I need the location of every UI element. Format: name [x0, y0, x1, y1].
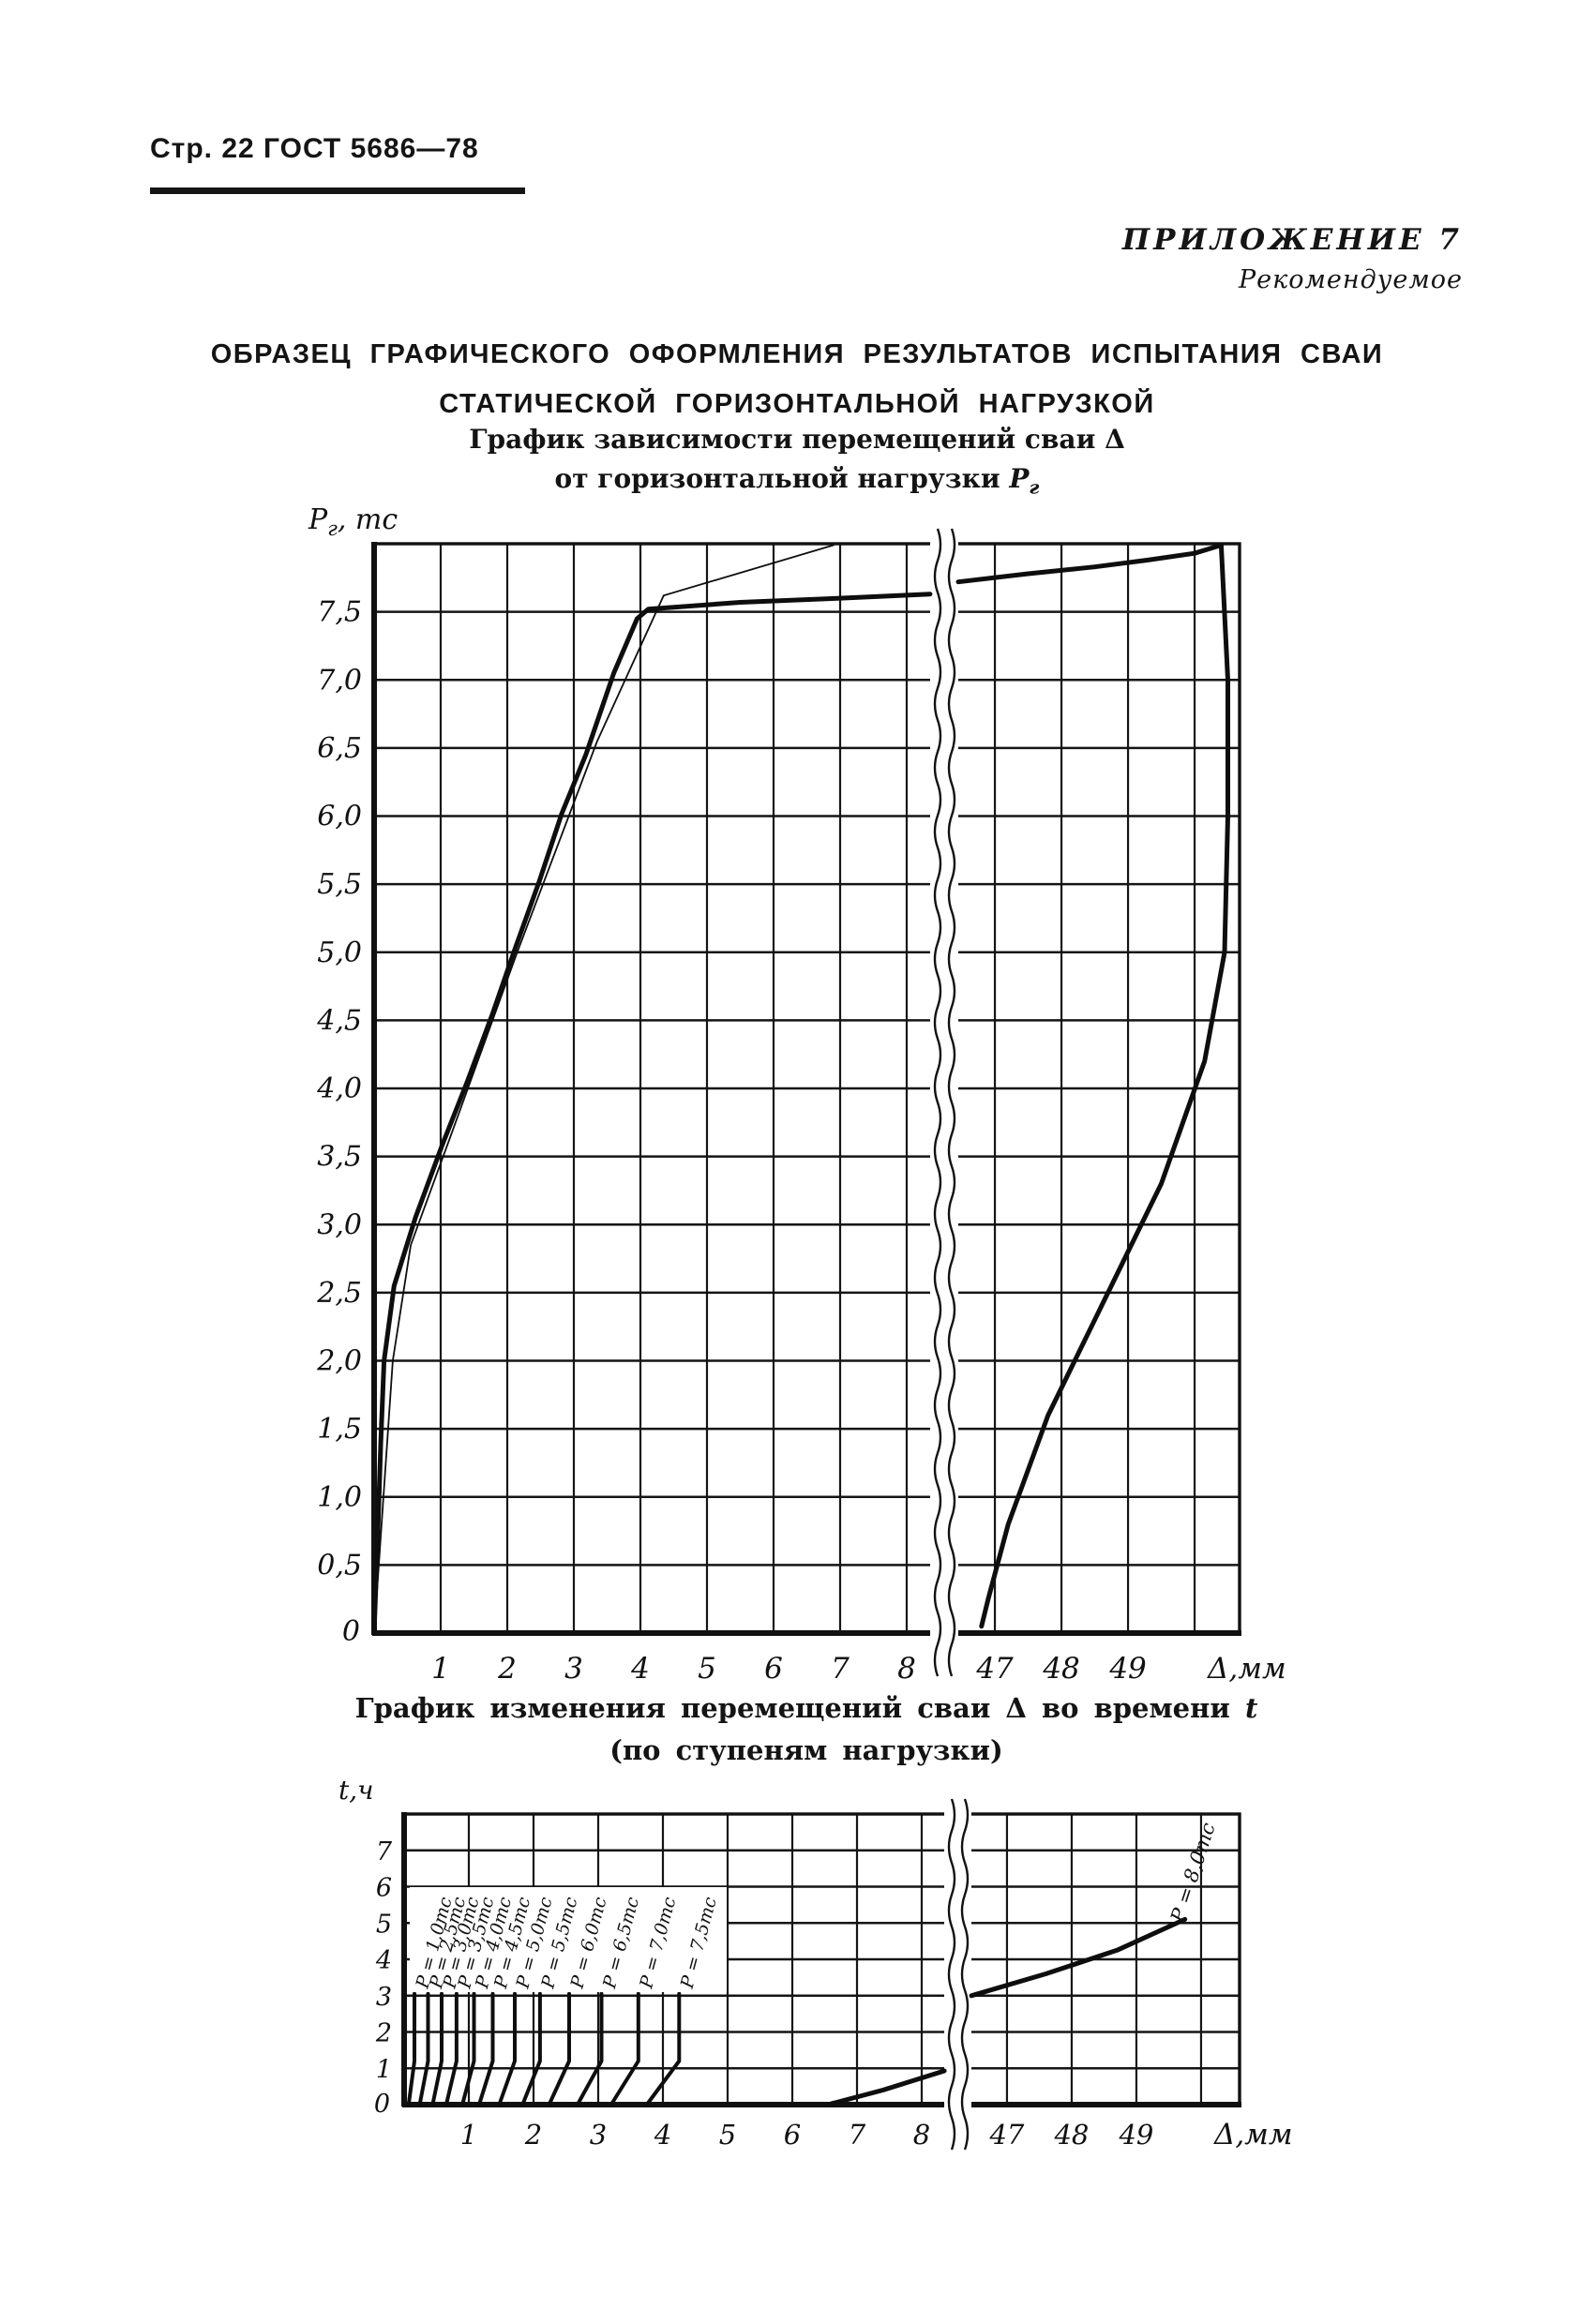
y-axis-title: Рг, тс — [308, 503, 398, 540]
axis-break-wavy-line — [960, 1798, 970, 2151]
y-tick-label: 6,0 — [317, 801, 362, 833]
x-tick-label: 49 — [1108, 1652, 1146, 1686]
data-curve-Р = 7,5тс — [644, 1991, 682, 2107]
x-tick-label: 4 — [630, 1652, 650, 1686]
annex-label: ПРИЛОЖЕНИЕ 7 — [1121, 223, 1463, 257]
data-curve-Р = 4,5тс — [477, 1991, 495, 2107]
data-curve-reference_line — [373, 544, 835, 1634]
data-curve-Р = 3,5тс — [444, 1991, 459, 2107]
origin-label: 0 — [342, 1615, 360, 1648]
page-title-line1: ОБРАЗЕЦ ГРАФИЧЕСКОГО ОФОРМЛЕНИЯ РЕЗУЛЬТА… — [210, 339, 1384, 369]
y-tick-label: 1,5 — [317, 1413, 362, 1446]
x-tick-label: 47 — [975, 1652, 1014, 1686]
x-tick-label: 3 — [564, 1652, 583, 1686]
y-tick-label: 2 — [375, 2019, 392, 2048]
data-curve-Р = 8,0тс — [969, 1916, 1188, 1999]
annex-note: Рекомендуемое — [1238, 265, 1463, 294]
x-axis-unit-label: Δ,мм — [1207, 1652, 1286, 1686]
chart2-caption: График изменения перемещений сваи Δ во в… — [178, 1687, 1435, 1772]
y-tick-label: 6 — [376, 1874, 392, 1903]
y-tick-label: 7,5 — [317, 596, 362, 629]
x-tick-label: 48 — [1042, 1652, 1079, 1686]
chart2-caption-line1: График изменения перемещений сваи Δ во в… — [354, 1692, 1258, 1724]
data-curve-Р = 8,0тс — [825, 2068, 947, 2107]
axis-break-wavy-line — [947, 1798, 956, 2151]
data-curve-Р = 1,0тс — [406, 1991, 416, 2107]
y-tick-label: 7 — [376, 1837, 393, 1867]
y-tick-label: 0,5 — [317, 1549, 362, 1582]
x-tick-label: 1 — [460, 2119, 477, 2151]
data-curve-Р = 5,5тс — [520, 1991, 542, 2107]
header-rule — [150, 187, 525, 194]
page-title: ОБРАЗЕЦ ГРАФИЧЕСКОГО ОФОРМЛЕНИЯ РЕЗУЛЬТА… — [84, 330, 1510, 429]
x-tick-label: 6 — [784, 2119, 801, 2151]
y-tick-label: 3 — [376, 1983, 392, 2012]
x-tick-label: 7 — [849, 2119, 866, 2151]
y-tick-label: 5,0 — [317, 937, 362, 969]
y-tick-label: 3,5 — [317, 1141, 362, 1174]
data-curve-Р = 3,0тс — [430, 1991, 444, 2107]
data-curve-loading_branch — [371, 592, 933, 1636]
data-curve-Р = 4,0тс — [460, 1991, 476, 2107]
x-tick-label: 4 — [654, 2119, 671, 2151]
chart1-caption: График зависимости перемещений сваи Δ от… — [178, 420, 1416, 508]
chart-group: 7,5 7,0 6,5 6,0 5,5 5,0 4,5 4,0 3,5 3,0 2,5 2,0 1,5 1… — [308, 503, 1286, 1686]
x-axis-unit-label: Δ,мм — [1213, 2118, 1293, 2152]
y-tick-label: 1 — [376, 2055, 392, 2084]
data-curve-Р = 2,5тс — [417, 1991, 430, 2107]
x-tick-label: 1 — [431, 1652, 450, 1686]
x-tick-label: 47 — [988, 2119, 1024, 2151]
y-tick-label: 7,0 — [317, 664, 362, 697]
data-curve-Р = 7,0тс — [609, 1991, 640, 2107]
chart2-caption-line2: (по ступеням нагрузки) — [609, 1734, 1003, 1766]
x-tick-label: 48 — [1053, 2119, 1089, 2151]
p8-load-label: Р = 8,0тс — [1166, 1820, 1220, 1926]
data-curve-unloading_branch — [979, 543, 1230, 1629]
page-title-line2: СТАТИЧЕСКОЙ ГОРИЗОНТАЛЬНОЙ НАГРУЗКОЙ — [439, 389, 1155, 419]
axis-break-wavy-line — [933, 528, 942, 1677]
x-tick-label: 8 — [897, 1652, 916, 1686]
x-tick-label: 5 — [698, 1652, 716, 1686]
x-tick-label: 49 — [1118, 2119, 1153, 2151]
x-tick-label: 2 — [497, 1652, 517, 1686]
x-tick-label: 8 — [913, 2119, 930, 2151]
x-tick-label: 7 — [831, 1652, 850, 1686]
origin-label: 0 — [374, 2090, 390, 2119]
y-tick-label: 5,5 — [317, 868, 362, 901]
x-tick-label: 3 — [590, 2119, 607, 2151]
y-tick-label: 4,5 — [316, 1004, 362, 1037]
chart1-caption-line2: от горизонтальной нагрузки Рг — [554, 463, 1040, 499]
data-curve-loading_branch — [955, 543, 1224, 585]
chart1-caption-line1: График зависимости перемещений сваи Δ — [469, 424, 1125, 455]
y-tick-label: 2,5 — [316, 1277, 362, 1310]
axis-break-wavy-line — [947, 528, 956, 1677]
y-tick-label: 5 — [376, 1910, 392, 1939]
y-tick-label: 1,0 — [317, 1481, 362, 1514]
x-tick-label: 2 — [524, 2119, 542, 2151]
y-tick-label: 2,0 — [316, 1345, 362, 1378]
y-axis-title: t,ч — [338, 1775, 374, 1806]
data-curve-Р = 6,5тс — [575, 1991, 604, 2107]
y-tick-label: 3,0 — [317, 1208, 362, 1241]
data-curve-Р = 6,0тс — [547, 1991, 571, 2107]
x-tick-label: 6 — [764, 1652, 783, 1686]
y-tick-label: 6,5 — [317, 732, 362, 765]
step-labels-box — [410, 1887, 727, 1992]
annex-block: ПРИЛОЖЕНИЕ 7 Рекомендуемое — [1122, 223, 1463, 294]
y-tick-label: 4,0 — [316, 1072, 362, 1105]
y-tick-label: 4 — [375, 1946, 392, 1975]
x-tick-label: 5 — [719, 2119, 736, 2151]
data-curve-Р = 5,0тс — [497, 1991, 517, 2107]
page-header: Стр. 22 ГОСТ 5686—78 — [150, 133, 479, 164]
